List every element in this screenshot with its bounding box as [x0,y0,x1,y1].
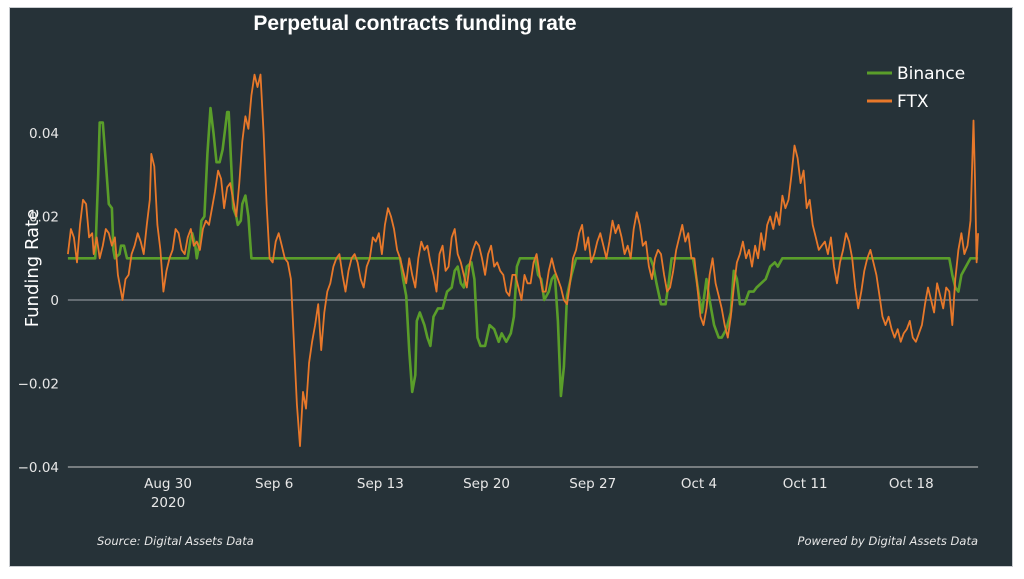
series-line-binance [67,106,979,398]
x-tick-label: Sep 20 [463,476,510,492]
x-tick-label: Sep 6 [255,476,293,492]
y-tick-label: −0.04 [18,460,59,476]
y-axis: 0.04 0.02 0 −0.02 −0.04 [18,126,59,476]
y-tick-label: 0.04 [29,126,59,142]
y-axis-label: Funding Rate [22,209,43,327]
legend: Binance FTX [867,64,965,112]
x-axis: Aug 30 2020 Sep 6 Sep 13 Sep 20 Sep 27 Oct 4 Oc… [144,476,934,511]
y-tick-label: 0.02 [29,210,59,226]
series-group [67,73,979,447]
x-tick-sublabel: 2020 [151,495,185,511]
source-note: Source: Digital Assets Data [97,534,254,548]
series-line-ftx [67,73,979,447]
x-tick-label: Sep 27 [569,476,616,492]
x-tick-label: Oct 18 [889,476,934,492]
x-tick-label: Oct 4 [681,476,717,492]
x-tick-label: Aug 30 [144,476,192,492]
x-tick-label: Oct 11 [783,476,828,492]
y-tick-label: −0.02 [18,377,59,393]
powered-by-note: Powered by Digital Assets Data [798,534,978,548]
chart-title: Perpetual contracts funding rate [253,12,576,35]
x-tick-label: Sep 13 [357,476,404,492]
legend-label-ftx[interactable]: FTX [897,92,929,112]
y-tick-label: 0 [50,293,59,309]
legend-label-binance[interactable]: Binance [897,64,965,84]
